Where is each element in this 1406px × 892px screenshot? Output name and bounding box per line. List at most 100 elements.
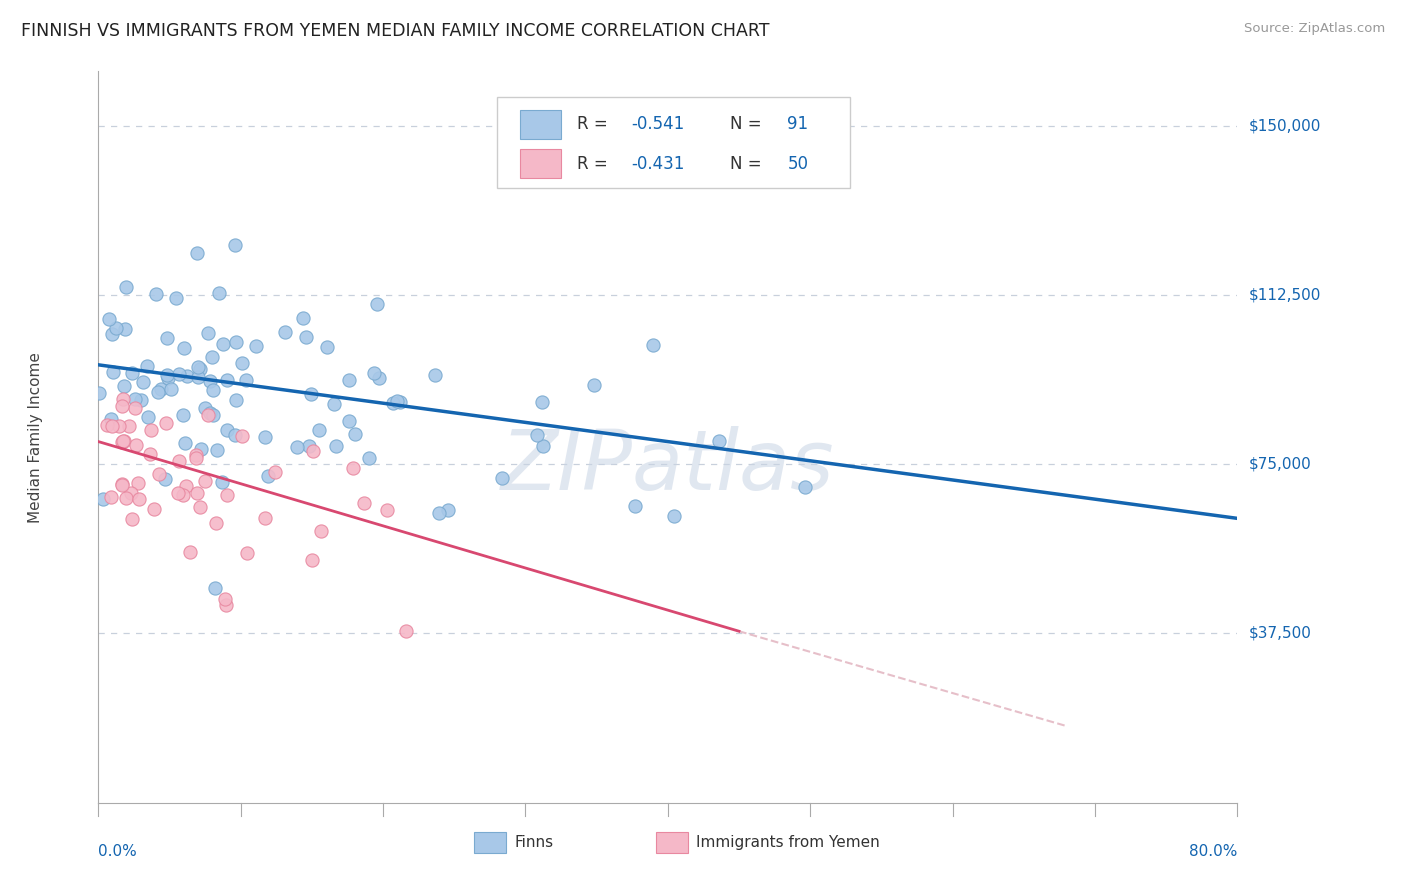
Point: [136, 410, 159, 425]
Point: [101, 419, 124, 434]
Point: [118, 419, 141, 434]
Text: $37,500: $37,500: [1249, 626, 1312, 641]
FancyBboxPatch shape: [520, 110, 561, 139]
Text: Finns: Finns: [515, 835, 553, 850]
Point: [224, 428, 246, 442]
Point: [236, 546, 259, 560]
Text: 50: 50: [787, 154, 808, 173]
Text: 0.0%: 0.0%: [98, 845, 138, 860]
Point: [112, 379, 135, 393]
Point: [124, 401, 146, 416]
Text: R =: R =: [576, 154, 613, 173]
Point: [101, 365, 124, 379]
Text: ZIPatlas: ZIPatlas: [501, 425, 835, 507]
Point: [201, 408, 224, 422]
Point: [308, 423, 330, 437]
Point: [225, 335, 247, 350]
Point: [264, 465, 287, 479]
Point: [342, 460, 364, 475]
Point: [148, 467, 170, 481]
Text: N =: N =: [731, 154, 768, 173]
Point: [156, 331, 179, 345]
Point: [165, 291, 187, 305]
Point: [198, 374, 221, 388]
Point: [531, 438, 554, 452]
Point: [298, 439, 321, 453]
Point: [120, 485, 142, 500]
Point: [111, 434, 134, 449]
Point: [197, 408, 219, 422]
Point: [125, 438, 148, 452]
Point: [167, 454, 190, 468]
Point: [353, 496, 375, 510]
Point: [197, 326, 219, 340]
Point: [100, 490, 122, 504]
Point: [114, 280, 136, 294]
Point: [215, 488, 238, 502]
Text: $112,500: $112,500: [1249, 287, 1320, 302]
Point: [111, 476, 134, 491]
FancyBboxPatch shape: [474, 832, 506, 853]
Point: [225, 393, 247, 408]
Point: [231, 428, 253, 442]
Point: [100, 412, 122, 426]
Point: [395, 624, 418, 638]
Point: [187, 370, 209, 384]
Point: [301, 444, 323, 458]
Point: [273, 326, 295, 340]
Point: [128, 492, 150, 507]
Point: [167, 367, 190, 381]
Point: [188, 500, 211, 515]
Point: [664, 508, 686, 523]
Point: [531, 394, 554, 409]
Point: [172, 488, 194, 502]
Point: [425, 368, 447, 383]
Point: [148, 384, 170, 399]
Point: [707, 434, 730, 448]
Point: [97, 311, 120, 326]
Point: [188, 362, 211, 376]
Point: [526, 428, 548, 442]
Point: [184, 448, 207, 462]
Point: [105, 321, 128, 335]
Point: [253, 510, 276, 524]
Point: [139, 423, 162, 437]
Point: [160, 382, 183, 396]
Point: [150, 382, 173, 396]
Point: [381, 396, 404, 410]
Point: [156, 368, 179, 382]
Point: [91, 491, 114, 506]
Point: [194, 401, 217, 416]
Text: R =: R =: [576, 115, 613, 133]
Text: Immigrants from Yemen: Immigrants from Yemen: [696, 835, 880, 850]
Point: [132, 376, 155, 390]
Point: [299, 387, 322, 401]
Point: [129, 393, 152, 408]
Text: -0.541: -0.541: [631, 115, 685, 133]
Point: [96, 418, 118, 433]
Point: [155, 416, 177, 430]
Point: [292, 311, 315, 326]
Point: [316, 340, 339, 354]
Point: [212, 337, 235, 351]
Point: [204, 516, 226, 531]
Text: 91: 91: [787, 115, 808, 133]
Point: [337, 414, 360, 428]
Point: [367, 371, 389, 385]
Point: [582, 377, 605, 392]
Point: [322, 397, 344, 411]
Point: [166, 486, 188, 500]
Point: [176, 368, 198, 383]
Point: [215, 423, 238, 437]
Point: [112, 392, 135, 406]
Point: [190, 442, 212, 456]
Point: [173, 436, 195, 450]
Point: [366, 297, 388, 311]
FancyBboxPatch shape: [498, 97, 851, 188]
Point: [87, 386, 110, 401]
Point: [187, 360, 209, 375]
Point: [363, 366, 385, 380]
Point: [172, 408, 194, 422]
Point: [114, 322, 136, 336]
Point: [235, 373, 257, 387]
